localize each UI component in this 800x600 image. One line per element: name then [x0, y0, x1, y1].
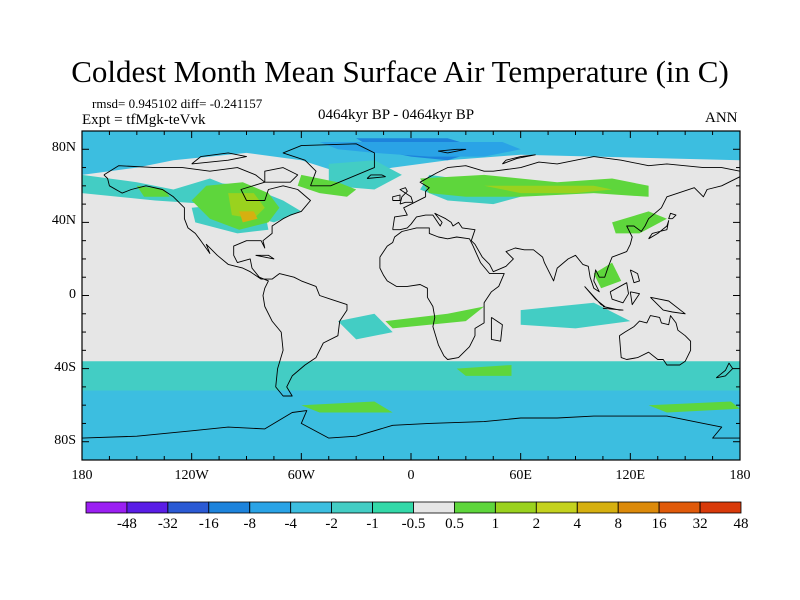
coastline-1	[282, 143, 375, 187]
x-tick-label: 60E	[509, 468, 532, 483]
coastline-14	[650, 296, 686, 315]
colorbar-swatch	[535, 501, 578, 514]
anomaly-region-8	[82, 390, 740, 460]
colorbar-label: -8	[243, 516, 257, 532]
coastline-23	[255, 254, 275, 260]
coastline-11	[602, 306, 624, 311]
colorbar-swatch	[699, 501, 742, 514]
coastline-16	[490, 317, 503, 342]
x-tick-label: 0	[407, 468, 415, 483]
x-tick-label: 180	[729, 468, 751, 483]
colorbar-label: 8	[614, 516, 622, 532]
colorbar-label: 32	[692, 516, 708, 532]
colorbar-swatch	[167, 501, 210, 514]
colorbar-swatch	[453, 501, 496, 514]
colorbar-swatch	[249, 501, 292, 514]
y-tick-label: 80N	[51, 140, 76, 156]
colorbar-swatch	[331, 501, 373, 514]
anomaly-region-19	[456, 365, 512, 376]
coastline-18	[366, 174, 386, 179]
x-tick-label: 180	[71, 468, 93, 483]
stats-line: rmsd= 0.945102 diff= -0.241157	[92, 96, 263, 111]
y-tick-label: 80S	[54, 432, 76, 448]
axis-ticks	[81, 130, 741, 461]
coastlines	[82, 143, 740, 439]
colorbar-label: -1	[366, 516, 379, 532]
colorbar-label: -0.5	[401, 516, 426, 532]
colorbar-label: 16	[651, 516, 667, 532]
coastline-21	[437, 148, 467, 154]
colorbar-swatch	[494, 501, 537, 514]
colorbar-swatch	[290, 501, 333, 514]
coastline-13	[629, 291, 640, 306]
colorbar-swatch	[85, 501, 128, 514]
anomaly-region-23	[136, 185, 170, 197]
coastline-0	[103, 165, 348, 397]
coastline-5	[82, 410, 740, 439]
colorbar-label: 2	[532, 516, 541, 532]
colorbar-swatch	[658, 501, 701, 514]
colorbar-swatch	[413, 501, 455, 514]
colorbar-label: 1	[491, 516, 500, 532]
x-tick-label: 120E	[615, 468, 646, 483]
colorbar-label: -16	[198, 516, 219, 532]
coastline-6	[399, 187, 414, 205]
colorbar-label: -4	[284, 516, 297, 532]
coastline-17	[715, 362, 734, 379]
y-tick-label: 40S	[54, 359, 76, 375]
anomaly-region-14	[239, 211, 258, 223]
colorbar-label: -32	[157, 516, 178, 532]
coastline-4	[618, 315, 692, 366]
anomaly-region-21	[301, 401, 393, 413]
colorbar-label: 48	[733, 516, 749, 532]
anomaly-region-24	[593, 262, 622, 289]
colorbar-swatch	[208, 501, 251, 514]
anomaly-region-10	[337, 313, 393, 340]
anomaly-region-20	[648, 401, 740, 413]
anomaly-region-4	[328, 160, 402, 190]
anomaly-region-17	[484, 185, 613, 194]
x-tick-label: 120W	[174, 468, 209, 483]
season-label: ANN	[705, 110, 738, 126]
anomaly-region-22	[612, 211, 667, 234]
coastline-15	[629, 269, 640, 284]
colorbar-swatch	[576, 501, 619, 514]
coastline-2	[392, 156, 740, 293]
coastline-20	[191, 152, 247, 165]
anomaly-region-13	[228, 193, 265, 219]
coastline-8	[648, 220, 670, 240]
colorbar-label: -2	[325, 516, 338, 532]
coastline-19	[264, 167, 299, 183]
experiment-line: Expt = tfMgk-teVvk	[82, 112, 206, 128]
colorbar-label: -48	[116, 516, 137, 532]
coastline-3	[379, 227, 505, 360]
y-tick-label: 40N	[51, 213, 76, 229]
coastline-9	[668, 212, 677, 220]
anomaly-field	[82, 131, 740, 460]
map-title: Coldest Month Mean Surface Air Temperatu…	[71, 54, 729, 89]
y-tick-label: 0	[69, 286, 76, 302]
colorbar-swatch	[126, 501, 169, 514]
colorbar-swatch	[372, 501, 414, 514]
colorbar-label: 4	[573, 516, 582, 532]
colorbar	[85, 501, 742, 514]
colorbar-label: 0.5	[445, 516, 464, 532]
anomaly-region-11	[520, 302, 631, 329]
colorbar-swatch	[617, 501, 660, 514]
x-tick-label: 60W	[287, 468, 315, 483]
coastline-22	[502, 154, 536, 165]
coastline-7	[392, 194, 401, 201]
anomaly-region-2	[319, 142, 521, 157]
comparison-label: 0464kyr BP - 0464kyr BP	[318, 107, 475, 123]
coastline-12	[609, 282, 629, 304]
